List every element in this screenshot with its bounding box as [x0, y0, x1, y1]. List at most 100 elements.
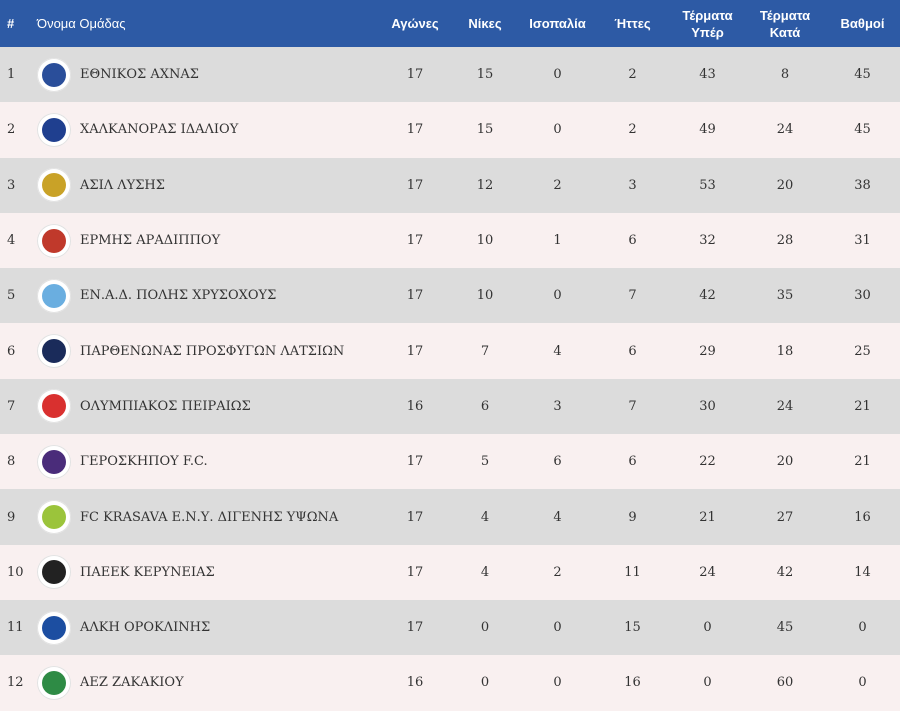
team-link[interactable]: ΕΡΜΗΣ ΑΡΑΔΙΠΠΟΥ — [37, 223, 380, 258]
row-points: 38 — [854, 177, 871, 193]
standings-header: # Όνομα Ομάδας Αγώνες Νίκες Ισοπαλία Ήττ… — [0, 0, 900, 47]
team-link[interactable]: ΕΝ.Α.Δ. ΠΟΛΗΣ ΧΡΥΣΟΧΟΥΣ — [37, 278, 380, 313]
table-row[interactable]: 12 ΑΕΖ ΖΑΚΑΚΙΟΥ 16 0 0 16 0 60 0 — [0, 655, 900, 711]
row-goals-against: 20 — [776, 454, 794, 470]
row-goals-for: 43 — [699, 67, 716, 83]
logo-emblem — [42, 173, 66, 198]
row-played: 17 — [406, 67, 424, 83]
row-losses: 7 — [628, 398, 637, 414]
logo-emblem — [42, 339, 66, 364]
row-goals-for: 53 — [699, 177, 716, 193]
team-link[interactable]: ΑΣΙΛ ΛΥΣΗΣ — [37, 168, 380, 203]
logo-emblem — [42, 670, 66, 695]
row-points: 16 — [854, 509, 871, 525]
table-row[interactable]: 5 ΕΝ.Α.Δ. ΠΟΛΗΣ ΧΡΥΣΟΧΟΥΣ 17 10 0 7 42 35 30 — [0, 268, 900, 324]
header-draws[interactable]: Ισοπαλία — [529, 16, 586, 31]
row-wins: 15 — [476, 67, 494, 83]
team-link[interactable]: FC KRASAVA Ε.Ν.Υ. ΔΙΓΕΝΗΣ ΥΨΩΝΑ — [37, 500, 380, 535]
table-row[interactable]: 6 ΠΑΡΘΕΝΩΝΑΣ ΠΡΟΣΦΥΓΩΝ ΛΑΤΣΙΩΝ 17 7 4 6 29 18 25 — [0, 323, 900, 379]
team-name: FC KRASAVA Ε.Ν.Υ. ΔΙΓΕΝΗΣ ΥΨΩΝΑ — [80, 509, 339, 525]
logo-emblem — [42, 449, 66, 474]
logo-emblem — [42, 505, 66, 530]
table-row[interactable]: 9 FC KRASAVA Ε.Ν.Υ. ΔΙΓΕΝΗΣ ΥΨΩΝΑ 17 4 4 9 21 2… — [0, 489, 900, 545]
row-points: 0 — [858, 620, 867, 636]
row-goals-for: 22 — [699, 454, 716, 470]
row-goals-for: 30 — [699, 398, 716, 414]
table-row[interactable]: 11 ΑΛΚΗ ΟΡΟΚΛΙΝΗΣ 17 0 0 15 0 45 0 — [0, 599, 900, 656]
row-rank: 4 — [7, 233, 16, 249]
table-row[interactable]: 2 ΧΑΛΚΑΝΟΡΑΣ ΙΔΑΛΙΟΥ 17 15 0 2 49 24 45 — [0, 102, 900, 158]
row-draws: 2 — [553, 177, 562, 193]
row-wins: 4 — [480, 564, 490, 580]
row-played: 16 — [406, 675, 424, 691]
chalkanoras-idaliou-logo-icon — [37, 112, 71, 147]
row-wins: 0 — [480, 620, 490, 636]
row-played: 17 — [406, 620, 424, 636]
row-played: 17 — [406, 122, 424, 138]
row-rank: 2 — [7, 122, 16, 138]
row-draws: 0 — [553, 67, 562, 83]
team-link[interactable]: ΑΛΚΗ ΟΡΟΚΛΙΝΗΣ — [37, 610, 380, 645]
row-played: 17 — [406, 454, 424, 470]
header-wins[interactable]: Νίκες — [468, 16, 502, 31]
row-losses: 6 — [628, 343, 637, 359]
row-team-cell: ΠΑΡΘΕΝΩΝΑΣ ΠΡΟΣΦΥΓΩΝ ΛΑΤΣΙΩΝ — [35, 323, 380, 378]
header-goals-for-line2: Υπέρ — [691, 24, 724, 40]
logo-emblem — [42, 62, 66, 87]
header-goals-against[interactable]: Τέρματα Κατά — [745, 0, 825, 47]
standings-body: 1 ΕΘΝΙΚΟΣ ΑΧΝΑΣ 17 15 0 2 43 8 45 2 ΧΑΛΚΑΝΟΡΑΣ ΙΔΑ… — [0, 47, 900, 711]
team-link[interactable]: ΧΑΛΚΑΝΟΡΑΣ ΙΔΑΛΙΟΥ — [37, 112, 380, 147]
row-points: 25 — [854, 343, 871, 359]
team-link[interactable]: ΠΑΕΕΚ ΚΕΡΥΝΕΙΑΣ — [37, 555, 380, 590]
row-goals-for: 49 — [699, 122, 716, 138]
header-points[interactable]: Βαθμοί — [840, 16, 885, 31]
ethnikos-achnas-logo-icon — [37, 57, 71, 92]
team-link[interactable]: ΕΘΝΙΚΟΣ ΑΧΝΑΣ — [37, 57, 380, 92]
header-rank[interactable]: # — [7, 16, 15, 31]
header-team[interactable]: Όνομα Ομάδας — [37, 16, 126, 31]
team-name: ΑΣΙΛ ΛΥΣΗΣ — [80, 177, 165, 193]
team-name: ΕΘΝΙΚΟΣ ΑΧΝΑΣ — [80, 67, 199, 83]
table-row[interactable]: 8 ΓΕΡΟΣΚΗΠΟΥ F.C. 17 5 6 6 22 20 21 — [0, 434, 900, 490]
team-link[interactable]: ΓΕΡΟΣΚΗΠΟΥ F.C. — [37, 444, 380, 479]
table-row[interactable]: 7 ΟΛΥΜΠΙΑΚΟΣ ΠΕΙΡΑΙΩΣ 16 6 3 7 30 24 21 — [0, 378, 900, 435]
header-losses[interactable]: Ήττες — [614, 16, 651, 31]
row-points: 0 — [858, 675, 867, 691]
header-goals-for-line1: Τέρματα — [682, 7, 733, 23]
team-link[interactable]: ΑΕΖ ΖΑΚΑΚΙΟΥ — [37, 665, 380, 700]
parthenonas-logo-icon — [37, 334, 71, 369]
row-team-cell: ΕΡΜΗΣ ΑΡΑΔΙΠΠΟΥ — [35, 213, 380, 268]
row-goals-for: 32 — [699, 233, 716, 249]
row-wins: 5 — [480, 454, 490, 470]
row-losses: 16 — [624, 675, 641, 691]
row-losses: 7 — [628, 288, 637, 304]
row-wins: 0 — [480, 675, 490, 691]
table-row[interactable]: 1 ΕΘΝΙΚΟΣ ΑΧΝΑΣ 17 15 0 2 43 8 45 — [0, 47, 900, 103]
header-played[interactable]: Αγώνες — [391, 16, 439, 31]
header-goals-for[interactable]: Τέρματα Υπέρ — [670, 0, 745, 47]
table-row[interactable]: 10 ΠΑΕΕΚ ΚΕΡΥΝΕΙΑΣ 17 4 2 11 24 42 14 — [0, 544, 900, 600]
row-goals-against: 42 — [776, 564, 794, 580]
team-link[interactable]: ΠΑΡΘΕΝΩΝΑΣ ΠΡΟΣΦΥΓΩΝ ΛΑΤΣΙΩΝ — [37, 334, 380, 369]
table-row[interactable]: 4 ΕΡΜΗΣ ΑΡΑΔΙΠΠΟΥ 17 10 1 6 32 28 31 — [0, 212, 900, 269]
team-name: ΕΡΜΗΣ ΑΡΑΔΙΠΠΟΥ — [80, 233, 221, 249]
row-goals-against: 45 — [776, 620, 794, 636]
row-losses: 11 — [624, 564, 641, 580]
row-rank: 12 — [7, 675, 24, 691]
row-wins: 6 — [480, 398, 490, 414]
row-goals-against: 28 — [776, 233, 794, 249]
team-link[interactable]: ΟΛΥΜΠΙΑΚΟΣ ΠΕΙΡΑΙΩΣ — [37, 389, 380, 424]
row-goals-for: 21 — [699, 509, 716, 525]
row-goals-against: 27 — [776, 509, 794, 525]
row-team-cell: ΕΘΝΙΚΟΣ ΑΧΝΑΣ — [35, 47, 380, 102]
row-draws: 6 — [553, 454, 562, 470]
table-row[interactable]: 3 ΑΣΙΛ ΛΥΣΗΣ 17 12 2 3 53 20 38 — [0, 157, 900, 213]
row-team-cell: ΧΑΛΚΑΝΟΡΑΣ ΙΔΑΛΙΟΥ — [35, 102, 380, 157]
row-goals-against: 24 — [776, 122, 794, 138]
row-goals-for: 29 — [699, 343, 716, 359]
row-goals-against: 18 — [776, 343, 794, 359]
row-goals-against: 24 — [776, 398, 794, 414]
aez-zakakiou-logo-icon — [37, 665, 71, 700]
row-wins: 15 — [476, 122, 494, 138]
